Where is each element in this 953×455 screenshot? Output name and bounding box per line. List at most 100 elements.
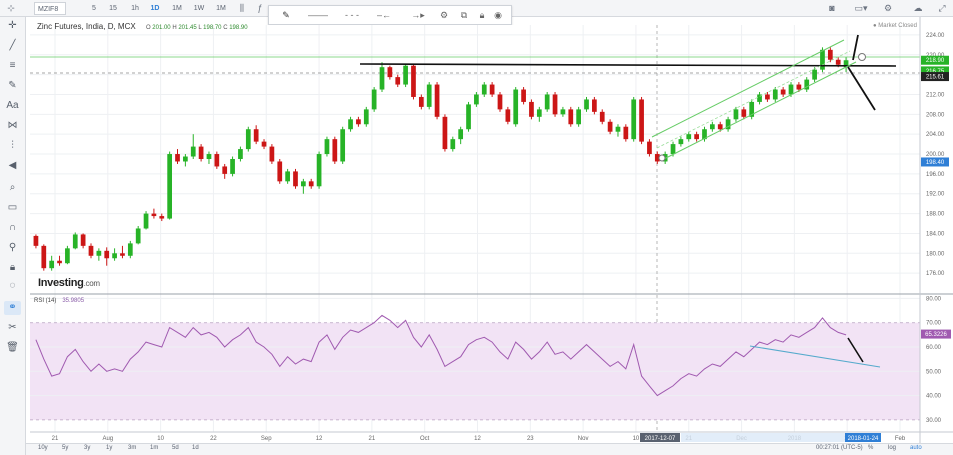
candle-body bbox=[198, 146, 204, 159]
pattern-icon[interactable]: ⋈ bbox=[7, 120, 18, 131]
rsi-tick-label: 80.00 bbox=[926, 296, 942, 302]
symbol-search[interactable]: MZIF8 bbox=[34, 2, 66, 15]
range-5y[interactable]: 5y bbox=[62, 445, 69, 451]
resistance-line bbox=[359, 63, 897, 67]
projection-up-line bbox=[852, 34, 859, 61]
pin-icon[interactable]: ⚲ bbox=[8, 242, 17, 253]
candle-body bbox=[458, 129, 464, 140]
candle-body bbox=[143, 213, 149, 229]
brush-icon[interactable]: ✎ bbox=[8, 80, 17, 91]
trendline-icon[interactable]: ╱ bbox=[9, 40, 16, 51]
line-end-picker[interactable]: →▸ bbox=[411, 10, 425, 20]
layout-icon[interactable]: ▭▾ bbox=[854, 3, 868, 13]
candle-body bbox=[88, 245, 94, 256]
time-tick-label: Feb bbox=[895, 436, 906, 442]
candle-body bbox=[576, 109, 582, 125]
candle-body bbox=[489, 84, 495, 95]
back-arrow-icon[interactable]: ◀ bbox=[8, 160, 17, 171]
indicators-icon[interactable]: ƒ bbox=[257, 3, 263, 13]
settings-icon[interactable]: ⚙ bbox=[883, 3, 893, 13]
candle-body bbox=[442, 116, 448, 150]
range-1m[interactable]: 1m bbox=[150, 445, 159, 451]
candle-body bbox=[717, 124, 723, 130]
time-tick-label: 12 bbox=[316, 436, 323, 442]
remove-drawings-icon[interactable]: ✂ bbox=[8, 322, 17, 333]
candle-body bbox=[466, 104, 471, 130]
line-start-picker[interactable]: –← bbox=[376, 10, 391, 20]
candle-body bbox=[709, 124, 715, 130]
interval-1mo[interactable]: 1M bbox=[216, 5, 226, 12]
candle-body bbox=[835, 59, 841, 65]
crosshair-menu-icon[interactable]: ⊹ bbox=[7, 3, 15, 13]
candle-body bbox=[324, 139, 330, 155]
price-tick-label: 188.00 bbox=[926, 212, 945, 218]
copy-icon[interactable]: ⧉ bbox=[460, 10, 468, 20]
chart-style-icon[interactable]: ⫼ bbox=[239, 3, 245, 13]
trash-icon[interactable]: 🗑︎ bbox=[6, 342, 19, 353]
candle-body bbox=[238, 149, 243, 159]
cloud-icon[interactable]: ☁ bbox=[913, 3, 923, 13]
interval-5[interactable]: 5 bbox=[92, 5, 96, 12]
interval-1d[interactable]: 1D bbox=[150, 5, 160, 12]
cursor-icon[interactable]: ✛ bbox=[8, 20, 17, 31]
lock-drawings-icon[interactable]: 🔒︎ bbox=[9, 262, 16, 273]
candle-body bbox=[104, 250, 110, 259]
candle-body bbox=[214, 154, 220, 167]
range-3y[interactable]: 3y bbox=[84, 445, 91, 451]
range-1y[interactable]: 1y bbox=[106, 445, 113, 451]
candle-body bbox=[796, 84, 802, 90]
time-range-highlight bbox=[681, 433, 845, 442]
anchor-handle bbox=[858, 53, 866, 61]
candle-body bbox=[285, 171, 290, 182]
range-10y[interactable]: 10y bbox=[38, 445, 48, 451]
candle-body bbox=[686, 134, 692, 140]
interval-1m[interactable]: 1M bbox=[172, 5, 182, 12]
investing-logo: Investing.com bbox=[38, 277, 100, 289]
log-toggle[interactable]: log bbox=[888, 445, 897, 451]
last-date-text: 2018-01-24 bbox=[848, 436, 879, 442]
drawings[interactable] bbox=[359, 34, 897, 162]
range-1d[interactable]: 1d bbox=[192, 445, 199, 451]
projection-down-line bbox=[847, 66, 876, 111]
fullscreen-icon[interactable]: ⤢ bbox=[938, 3, 946, 13]
ohlc-values: O 201.00 H 201.45 L 198.70 C 198.90 bbox=[145, 25, 248, 31]
text-tool-icon[interactable]: Aa bbox=[6, 100, 19, 111]
line-style-picker[interactable]: - - - bbox=[345, 10, 359, 20]
candle-body bbox=[403, 65, 408, 85]
candle-body bbox=[749, 101, 755, 117]
eye-icon[interactable]: ◉ bbox=[494, 10, 502, 20]
magnet-icon[interactable]: ∩ bbox=[8, 222, 17, 233]
interval-1w[interactable]: 1W bbox=[193, 5, 205, 12]
pencil-icon[interactable]: ✎ bbox=[282, 10, 290, 20]
candle-body bbox=[135, 228, 141, 244]
range-5d[interactable]: 5d bbox=[172, 445, 179, 451]
measure-icon[interactable]: ▭ bbox=[7, 202, 18, 213]
candle-body bbox=[245, 129, 251, 150]
percent-toggle[interactable]: % bbox=[868, 445, 874, 451]
lock-icon[interactable]: 🔒︎ bbox=[479, 10, 485, 20]
fib-icon[interactable]: ⫶ bbox=[11, 140, 14, 151]
horizontal-lines-icon[interactable]: ≡ bbox=[9, 60, 16, 71]
interval-1h[interactable]: 1h bbox=[131, 5, 139, 12]
zoom-icon[interactable]: ⌕ bbox=[9, 182, 16, 193]
candle-body bbox=[175, 154, 180, 162]
candle-body bbox=[300, 181, 306, 187]
interval-15[interactable]: 15 bbox=[109, 5, 117, 12]
price-tick-label: 196.00 bbox=[926, 172, 945, 178]
line-color-picker[interactable]: –––– bbox=[307, 10, 329, 20]
rsi-trendline bbox=[749, 345, 881, 368]
candle-body bbox=[843, 60, 849, 68]
link-icon[interactable]: ⚭ bbox=[4, 301, 21, 315]
auto-toggle[interactable]: auto bbox=[910, 445, 922, 451]
time-tick-label: 10 bbox=[633, 436, 640, 442]
candle-body bbox=[112, 253, 117, 259]
eye-off-icon[interactable]: ◌ bbox=[9, 280, 16, 291]
candle-body bbox=[670, 144, 676, 155]
camera-icon[interactable]: ◙ bbox=[829, 3, 835, 13]
range-3m[interactable]: 3m bbox=[128, 445, 137, 451]
candle-body bbox=[277, 161, 283, 182]
settings-gear-icon[interactable]: ⚙ bbox=[439, 10, 449, 20]
candle-body bbox=[253, 129, 259, 142]
